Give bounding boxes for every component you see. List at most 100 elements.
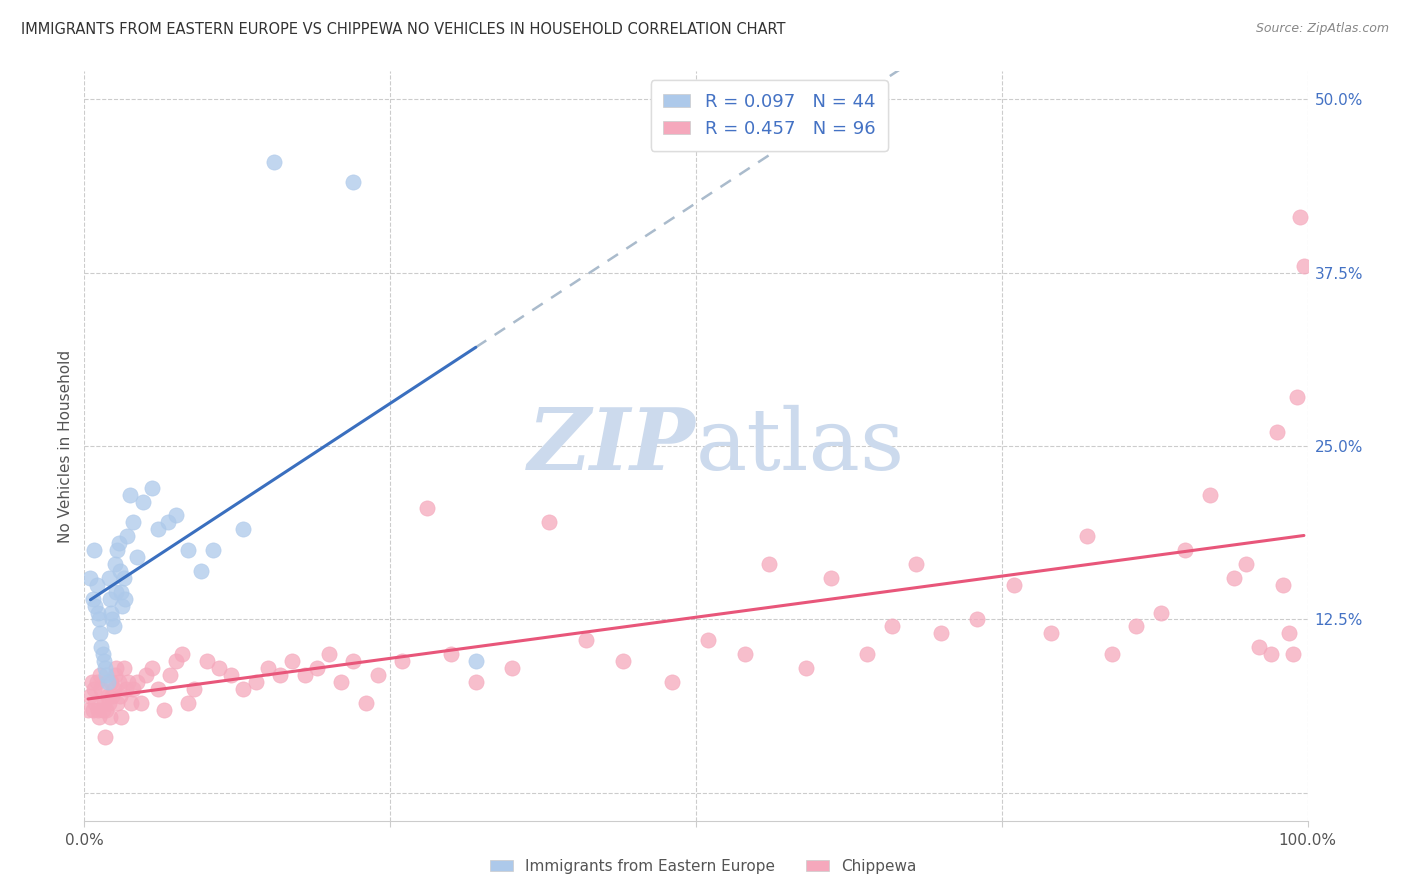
Point [97,571,120,585]
Point [83,681,105,696]
Point [141,661,163,675]
Point [159,668,181,682]
Point [93,654,115,668]
Point [538,516,561,530]
Point [87,606,110,620]
Point [105,584,128,599]
Point [1002,578,1025,592]
Point [89,626,111,640]
Point [132,494,155,508]
Point [165,508,187,523]
Point [82,591,104,606]
Point [1125,619,1147,633]
Point [107,536,129,550]
Point [354,696,377,710]
Point [84,696,107,710]
Text: IMMIGRANTS FROM EASTERN EUROPE VS CHIPPEWA NO VEHICLES IN HOUSEHOLD CORRELATION : IMMIGRANTS FROM EASTERN EUROPE VS CHIPPE… [21,22,786,37]
Point [1236,557,1258,571]
Point [91,703,114,717]
Point [86,674,108,689]
Point [263,154,285,169]
Point [219,668,242,682]
Point [195,654,218,668]
Point [905,557,928,571]
Point [104,557,127,571]
Point [98,591,121,606]
Point [1282,647,1305,661]
Point [661,674,683,689]
Point [1278,626,1301,640]
Point [232,522,254,536]
Point [269,668,291,682]
Point [177,543,200,558]
Point [91,647,114,661]
Point [208,661,231,675]
Point [90,640,112,655]
Point [105,543,128,558]
Text: Source: ZipAtlas.com: Source: ZipAtlas.com [1256,22,1389,36]
Point [342,654,364,668]
Point [281,654,304,668]
Point [87,612,110,626]
Point [77,703,100,717]
Point [1247,640,1270,655]
Point [1223,571,1246,585]
Point [98,709,121,723]
Point [1076,529,1098,543]
Point [391,654,413,668]
Point [82,703,104,717]
Point [146,681,169,696]
Point [84,599,107,613]
Point [330,674,353,689]
Y-axis label: No Vehicles in Household: No Vehicles in Household [58,350,73,542]
Point [502,661,524,675]
Point [190,564,212,578]
Point [464,654,486,668]
Point [172,647,194,661]
Point [1285,391,1308,405]
Point [110,709,132,723]
Point [464,674,486,689]
Point [104,668,127,682]
Text: atlas: atlas [696,404,905,488]
Point [87,709,110,723]
Point [1289,210,1312,224]
Point [114,591,136,606]
Point [97,674,120,689]
Point [122,516,145,530]
Point [110,584,132,599]
Point [101,612,124,626]
Point [115,529,138,543]
Legend: Immigrants from Eastern Europe, Chippewa: Immigrants from Eastern Europe, Chippewa [484,853,922,880]
Point [79,689,101,703]
Point [294,668,316,682]
Point [856,647,879,661]
Point [122,681,145,696]
Point [880,619,903,633]
Point [125,674,148,689]
Point [89,668,111,682]
Point [90,681,112,696]
Point [141,481,163,495]
Point [612,654,634,668]
Point [107,674,129,689]
Point [183,681,205,696]
Point [153,703,176,717]
Point [1039,626,1062,640]
Point [100,606,122,620]
Point [734,647,756,661]
Point [87,703,110,717]
Point [96,668,118,682]
Point [101,689,124,703]
Point [1150,606,1173,620]
Point [125,549,148,564]
Point [1292,259,1315,273]
Point [100,674,122,689]
Point [794,661,817,675]
Point [966,612,988,626]
Point [1260,647,1282,661]
Point [112,571,135,585]
Point [97,696,120,710]
Point [1174,543,1197,558]
Point [105,661,128,675]
